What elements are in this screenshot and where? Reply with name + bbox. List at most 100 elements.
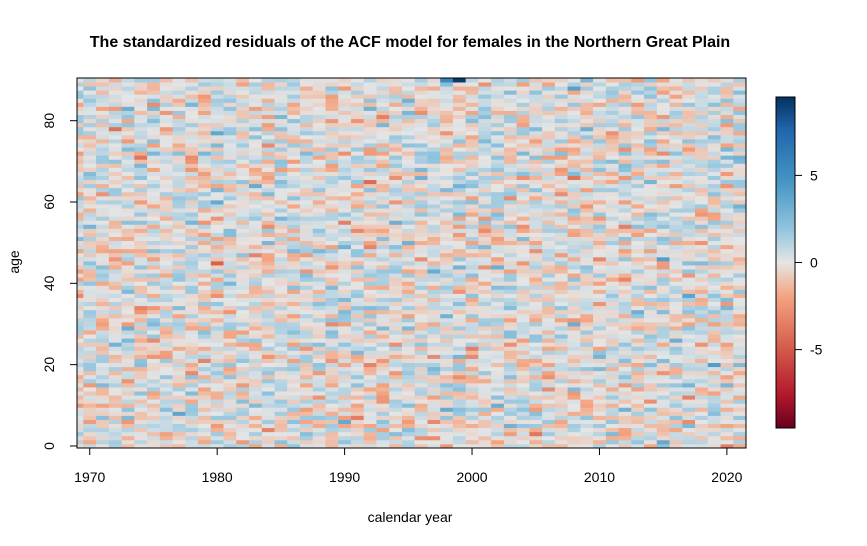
heatmap-cell <box>707 297 721 303</box>
heatmap-cell <box>695 155 709 160</box>
heatmap-cell <box>440 293 454 298</box>
heatmap-cell <box>198 86 212 91</box>
heatmap-cell <box>452 167 467 172</box>
heatmap-cell <box>682 273 696 278</box>
heatmap-cell <box>147 415 161 420</box>
heatmap-cell <box>376 110 390 115</box>
heatmap-cell <box>567 147 581 152</box>
heatmap-cell <box>185 399 199 404</box>
heatmap-cell <box>108 354 122 359</box>
heatmap-cell <box>440 317 454 323</box>
heatmap-cell <box>147 216 161 221</box>
heatmap-cell <box>618 224 632 229</box>
heatmap-cell <box>325 78 339 83</box>
heatmap-cell <box>491 439 505 445</box>
heatmap-cell <box>83 297 97 303</box>
heatmap-cell <box>682 94 696 99</box>
heatmap-cell <box>77 423 84 429</box>
heatmap-cell <box>312 106 326 111</box>
heatmap-cell <box>452 151 467 156</box>
heatmap-cell <box>300 143 314 148</box>
heatmap-cell <box>491 195 505 201</box>
heatmap-cell <box>287 269 301 274</box>
heatmap-cell <box>363 179 377 185</box>
heatmap-cell <box>414 378 428 384</box>
heatmap-cell <box>172 387 186 392</box>
heatmap-cell <box>401 387 416 392</box>
heatmap-cell <box>465 138 479 144</box>
heatmap-cell <box>580 334 594 339</box>
heatmap-cell <box>644 138 658 144</box>
heatmap-cell <box>529 175 543 181</box>
heatmap-cell <box>656 297 670 303</box>
heatmap-cell <box>159 183 173 189</box>
heatmap-cell <box>363 195 377 201</box>
heatmap-cell <box>159 407 173 412</box>
heatmap-cell <box>414 293 428 298</box>
heatmap-cell <box>440 155 454 160</box>
heatmap-cell <box>720 98 734 103</box>
heatmap-cell <box>287 228 301 233</box>
heatmap-cell <box>134 98 148 103</box>
heatmap-cell <box>77 277 84 282</box>
heatmap-cell <box>605 362 619 368</box>
heatmap-cell <box>338 313 352 319</box>
heatmap-cell <box>580 415 594 420</box>
heatmap-cell <box>733 289 747 294</box>
heatmap-cell <box>350 78 365 83</box>
heatmap-cell <box>529 334 543 339</box>
heatmap-cell <box>223 439 237 445</box>
heatmap-cell <box>554 143 568 148</box>
heatmap-cell <box>376 313 390 319</box>
heatmap-cell <box>300 443 314 449</box>
heatmap-cell <box>733 244 747 250</box>
heatmap-cell <box>682 236 696 242</box>
heatmap-cell <box>618 228 632 233</box>
heatmap-cell <box>695 98 709 103</box>
heatmap-cell <box>529 407 543 412</box>
heatmap-cell <box>478 130 492 136</box>
heatmap-cell <box>669 427 683 433</box>
heatmap-cell <box>249 431 263 437</box>
heatmap-cell <box>350 419 365 425</box>
heatmap-cell <box>529 277 543 282</box>
heatmap-cell <box>414 122 428 128</box>
heatmap-cell <box>503 240 518 246</box>
heatmap-cell <box>198 293 212 298</box>
heatmap-cell <box>274 199 288 205</box>
heatmap-cell <box>210 273 224 278</box>
heatmap-cell <box>707 395 721 400</box>
heatmap-cell <box>96 370 110 376</box>
heatmap-cell <box>618 220 632 225</box>
heatmap-cell <box>77 281 84 286</box>
heatmap-cell <box>312 240 326 246</box>
heatmap-cell <box>121 159 135 164</box>
heatmap-cell <box>656 208 670 213</box>
heatmap-cell <box>223 374 237 380</box>
heatmap-cell <box>733 82 747 87</box>
heatmap-cell <box>376 240 390 246</box>
heatmap-cell <box>363 415 377 420</box>
heatmap-cell <box>656 187 670 193</box>
heatmap-cell <box>134 321 148 327</box>
heatmap-cell <box>440 236 454 242</box>
heatmap-cell <box>300 305 314 311</box>
heatmap-cell <box>733 102 747 107</box>
heatmap-cell <box>108 346 122 351</box>
heatmap-cell <box>389 374 403 380</box>
heatmap-cell <box>96 403 110 408</box>
heatmap-cell <box>363 118 377 124</box>
chart-title: The standardized residuals of the ACF mo… <box>90 34 730 51</box>
heatmap-cell <box>147 260 161 266</box>
heatmap-cell <box>274 285 288 290</box>
heatmap-cell <box>223 334 237 339</box>
heatmap-cell <box>707 171 721 176</box>
heatmap-cell <box>134 395 148 400</box>
heatmap-cell <box>236 277 250 282</box>
heatmap-cell <box>147 346 161 351</box>
heatmap-cell <box>198 98 212 103</box>
heatmap-cell <box>300 378 314 384</box>
heatmap-cell <box>682 391 696 396</box>
heatmap-cell <box>389 293 403 298</box>
heatmap-cell <box>134 423 148 429</box>
